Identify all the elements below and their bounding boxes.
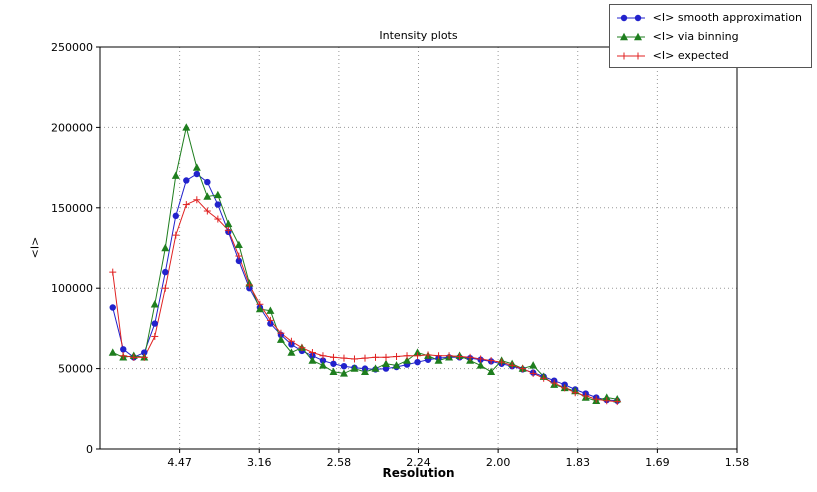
y-tick-label: 50000	[58, 363, 93, 376]
circle-marker-icon	[214, 201, 222, 208]
legend-marker-circle-icon	[616, 10, 646, 24]
circle-marker-icon	[414, 358, 421, 366]
legend-item-label: <I> via binning	[652, 29, 739, 43]
triangle-marker-icon	[266, 306, 275, 314]
circle-marker-icon	[235, 257, 243, 265]
x-tick-label: 1.58	[725, 456, 750, 469]
circle-marker-icon	[382, 365, 390, 372]
triangle-marker-icon	[287, 348, 296, 356]
triangle-marker-icon	[350, 364, 359, 372]
circle-marker-icon	[634, 14, 641, 22]
triangle-marker-icon	[192, 163, 201, 171]
triangle-marker-icon	[203, 192, 212, 200]
y-axis-label: <I>	[28, 236, 42, 259]
triangle-marker-icon	[619, 32, 628, 41]
circle-marker-icon	[340, 362, 348, 370]
circle-marker-icon	[141, 349, 148, 356]
y-tick-label: 150000	[51, 202, 93, 215]
triangle-marker-icon	[276, 335, 285, 343]
circle-marker-icon	[330, 360, 337, 367]
triangle-marker-icon	[633, 32, 642, 41]
x-axis-label: Resolution	[382, 466, 455, 480]
triangle-marker-icon	[255, 304, 264, 313]
triangle-marker-icon	[329, 367, 338, 376]
x-tick-label: 3.16	[247, 456, 272, 469]
circle-marker-icon	[319, 357, 327, 364]
triangle-marker-icon	[476, 361, 485, 369]
circle-marker-icon	[109, 304, 116, 311]
triangle-marker-icon	[413, 348, 422, 356]
chart-title: Intensity plots	[379, 29, 458, 42]
y-tick-label: 0	[86, 443, 93, 456]
triangle-marker-icon	[224, 219, 233, 228]
triangle-marker-icon	[234, 240, 243, 248]
x-tick-label: 2.58	[327, 456, 352, 469]
legend-item: <I> expected	[616, 46, 802, 64]
circle-marker-icon	[183, 177, 190, 184]
legend: <I> smooth approximation <I> via binning…	[608, 4, 812, 68]
legend-item: <I> smooth approximation	[616, 8, 802, 26]
triangle-marker-icon	[308, 356, 317, 364]
circle-marker-icon	[172, 212, 180, 220]
triangle-marker-icon	[382, 359, 391, 367]
triangle-marker-icon	[150, 300, 159, 308]
triangle-marker-icon	[602, 393, 611, 401]
triangle-marker-icon	[182, 123, 191, 131]
triangle-marker-icon	[487, 367, 496, 376]
triangle-marker-icon	[403, 356, 412, 364]
circle-marker-icon	[620, 14, 627, 22]
triangle-marker-icon	[529, 361, 538, 369]
triangle-marker-icon	[108, 348, 117, 356]
y-tick-label: 250000	[51, 41, 93, 54]
y-tick-label: 100000	[51, 282, 93, 295]
triangle-marker-icon	[161, 243, 170, 252]
legend-marker-triangle-icon	[616, 29, 646, 43]
triangle-marker-icon	[213, 190, 222, 199]
triangle-marker-icon	[339, 369, 348, 377]
y-tick-label: 200000	[51, 121, 93, 134]
legend-item-label: <I> smooth approximation	[652, 10, 802, 24]
circle-marker-icon	[162, 268, 169, 276]
legend-marker-plus-icon	[616, 48, 646, 62]
triangle-marker-icon	[434, 356, 443, 364]
triangle-marker-icon	[318, 361, 327, 369]
legend-item-label: <I> expected	[652, 48, 729, 62]
x-tick-label: 2.24	[406, 456, 431, 469]
circle-marker-icon	[193, 170, 201, 178]
legend-item: <I> via binning	[616, 27, 802, 45]
x-tick-label: 1.83	[566, 456, 591, 469]
triangle-marker-icon	[371, 364, 380, 372]
circle-marker-icon	[151, 320, 158, 327]
triangle-marker-icon	[171, 171, 180, 179]
x-tick-label: 2.00	[486, 456, 511, 469]
circle-marker-icon	[204, 178, 211, 186]
x-tick-label: 1.69	[645, 456, 670, 469]
x-tick-label: 4.47	[167, 456, 192, 469]
triangle-marker-icon	[360, 367, 369, 376]
circle-marker-icon	[120, 346, 127, 353]
triangle-marker-icon	[392, 361, 401, 369]
